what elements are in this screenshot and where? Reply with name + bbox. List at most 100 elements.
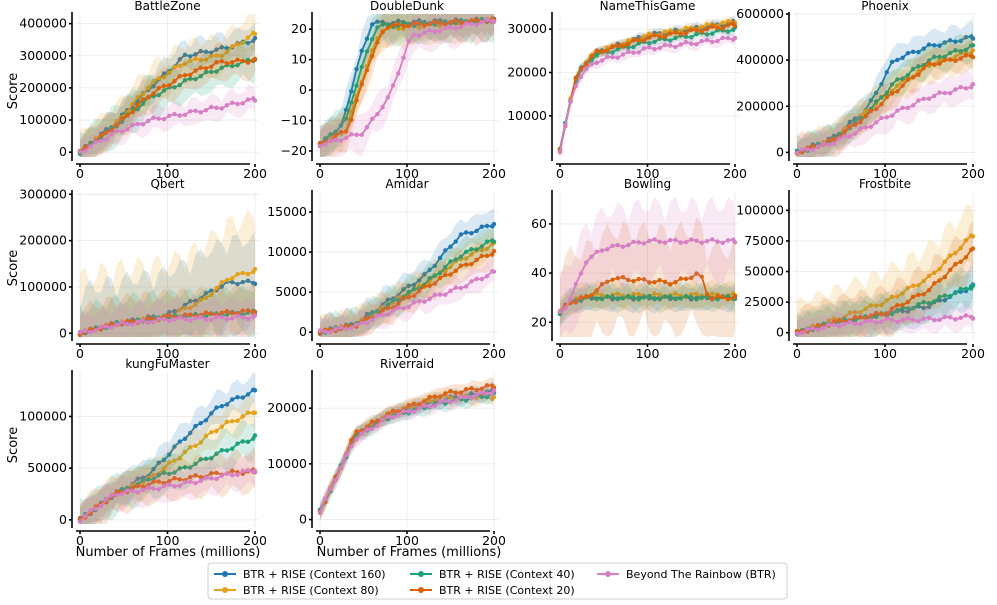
- frostbite-point-1-12: [858, 310, 863, 315]
- battlezone-point-0-16: [161, 71, 167, 76]
- phoenix-point-3-21: [905, 77, 911, 82]
- frostbite-point-4-23: [916, 319, 921, 324]
- bowling-point-4-29: [710, 237, 715, 242]
- amidar-point-2-13: [385, 302, 391, 307]
- riverraid-point-3-30: [474, 387, 479, 393]
- bowling-point-4-11: [615, 242, 620, 248]
- battlezone-point-1-15: [156, 76, 161, 81]
- phoenix-point-3-27: [937, 61, 942, 66]
- battlezone-band-4: [80, 85, 255, 157]
- riverraid-point-3-6: [349, 437, 354, 443]
- battlezone-point-2-29: [230, 63, 235, 69]
- doubledunk-point-3-7: [354, 98, 359, 103]
- qbert-point-4-3: [93, 328, 98, 333]
- riverraid-point-1-25: [448, 395, 453, 400]
- bowling-point-3-23: [678, 276, 683, 281]
- amidar-point-2-18: [411, 286, 417, 292]
- amidar-point-1-19: [416, 283, 422, 288]
- frostbite-point-3-8: [837, 318, 842, 323]
- battlezone-point-3-1: [83, 144, 88, 150]
- phoenix-point-2-32: [963, 47, 969, 52]
- battlezone-point-0-23: [198, 48, 203, 54]
- qbert-point-0-25: [209, 288, 214, 293]
- kungfumaster-point-1-19: [177, 456, 182, 461]
- riverraid-point-4-5: [343, 452, 349, 458]
- phoenix-point-4-11: [852, 131, 858, 136]
- frostbite-point-1-17: [884, 298, 889, 303]
- amidar-point-2-29: [469, 247, 474, 252]
- phoenix-point-3-15: [874, 106, 879, 112]
- namethisgame-point-1-27: [699, 24, 704, 30]
- battlezone-point-0-14: [151, 84, 156, 89]
- riverraid-point-4-1: [323, 496, 328, 501]
- phoenix-point-0-22: [910, 49, 916, 54]
- qbert-point-4-31: [240, 315, 245, 320]
- qbert-point-3-21: [188, 312, 193, 317]
- amidar-band-1: [320, 229, 494, 337]
- frostbite-point-2-29: [947, 293, 953, 299]
- amidar-point-4-32: [484, 273, 490, 279]
- kungfumaster-point-2-30: [235, 441, 240, 446]
- battlezone-point-0-22: [193, 52, 198, 57]
- battlezone-point-0-34: [252, 35, 258, 41]
- bowling-point-2-13: [626, 293, 631, 299]
- battlezone-point-2-18: [172, 85, 177, 90]
- battlezone-ytick-label-4: 400000: [19, 16, 67, 31]
- phoenix-point-4-27: [937, 90, 942, 95]
- bowling-point-4-27: [699, 240, 704, 246]
- phoenix-point-0-26: [932, 43, 937, 48]
- doubledunk-point-4-17: [406, 38, 411, 44]
- frostbite-point-3-16: [879, 312, 884, 317]
- bowling-xtick-label-2: 200: [723, 346, 747, 361]
- doubledunk-title: DoubleDunk: [370, 0, 444, 13]
- phoenix-point-4-31: [958, 85, 963, 90]
- legend-frame: [207, 562, 788, 600]
- frostbite-point-2-23: [916, 302, 921, 307]
- legend-entry-btr: Beyond The Rainbow (BTR): [597, 568, 776, 581]
- qbert-point-1-23: [198, 297, 203, 303]
- phoenix-xtick-label-1: 100: [873, 166, 897, 181]
- doubledunk-point-2-6: [349, 100, 354, 105]
- frostbite-point-4-29: [947, 315, 953, 320]
- panel-amidar: 0 5000 10000 15000 0 100 200 Amidar: [267, 177, 506, 361]
- battlezone-point-1-30: [235, 42, 240, 47]
- qbert-ytick-label-3: 300000: [19, 186, 67, 201]
- amidar-point-3-29: [469, 262, 474, 267]
- frostbite-point-4-13: [863, 319, 868, 324]
- bowling-point-4-1: [563, 305, 568, 311]
- bowling-point-2-21: [668, 294, 673, 299]
- doubledunk-point-3-16: [401, 23, 406, 29]
- battlezone-point-1-19: [177, 63, 182, 68]
- battlezone-point-3-4: [98, 133, 104, 138]
- phoenix-point-4-15: [874, 120, 879, 125]
- namethisgame-point-4-24: [683, 40, 689, 45]
- qbert-point-4-21: [188, 318, 193, 323]
- riverraid-point-3-11: [375, 418, 380, 423]
- namethisgame-point-4-5: [584, 66, 589, 72]
- kungfumaster-point-2-25: [209, 456, 214, 461]
- qbert-point-2-24: [203, 314, 209, 319]
- kungfumaster-point-0-27: [219, 404, 224, 409]
- amidar-ytick-label-1: 5000: [275, 284, 307, 299]
- qbert-point-4-23: [198, 314, 203, 320]
- frostbite-point-3-28: [942, 274, 948, 280]
- battlezone-point-2-12: [140, 101, 146, 106]
- doubledunk-point-0-6: [349, 89, 354, 94]
- battlezone-ytick-label-3: 300000: [19, 48, 67, 63]
- phoenix-point-0-34: [970, 36, 976, 41]
- doubledunk-point-4-0: [317, 143, 323, 149]
- phoenix-point-4-30: [953, 87, 958, 92]
- kungfumaster-point-2-16: [161, 470, 167, 475]
- qbert-band-4: [80, 296, 255, 337]
- battlezone-point-2-26: [214, 69, 219, 74]
- riverraid-point-4-16: [401, 408, 406, 414]
- amidar-point-0-9: [364, 311, 370, 317]
- doubledunk-point-3-27: [458, 20, 464, 25]
- kungfumaster-point-1-34: [252, 410, 258, 416]
- doubledunk-point-4-24: [443, 25, 448, 31]
- legend-marker-context-20: [418, 587, 424, 593]
- amidar-point-4-14: [390, 308, 396, 313]
- kungfumaster-point-4-12: [140, 487, 146, 493]
- amidar-point-0-13: [385, 297, 391, 302]
